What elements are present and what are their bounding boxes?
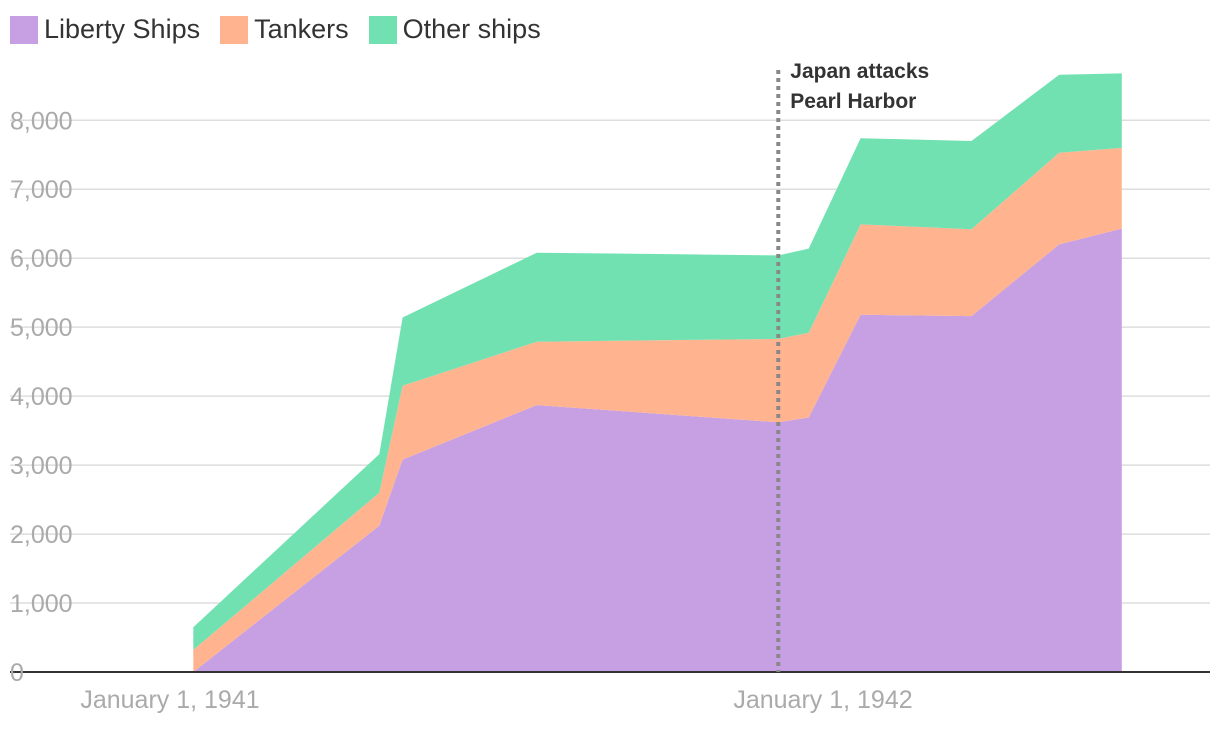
legend-label-liberty-ships: Liberty Ships <box>44 14 201 44</box>
annotation-label-line-0: Japan attacks <box>790 60 929 83</box>
y-tick-label-8000: 8,000 <box>10 107 73 135</box>
area-liberty-ships <box>193 228 1122 672</box>
chart-legend: Liberty Ships Tankers Other ships <box>10 14 561 45</box>
y-tick-label-0: 0 <box>10 659 24 687</box>
area-tankers <box>193 147 1122 672</box>
y-tick-label-3000: 3,000 <box>10 452 73 480</box>
legend-item-liberty-ships: Liberty Ships <box>10 14 200 45</box>
legend-item-tankers: Tankers <box>220 14 349 45</box>
legend-swatch-liberty-ships <box>10 15 38 44</box>
y-tick-label-4000: 4,000 <box>10 383 73 411</box>
legend-swatch-tankers <box>220 15 249 44</box>
y-tick-label-2000: 2,000 <box>10 521 73 549</box>
legend-label-tankers: Tankers <box>254 14 349 44</box>
legend-swatch-other-ships <box>368 15 397 44</box>
x-tick-label-1: January 1, 1942 <box>733 686 912 714</box>
legend-item-other-ships: Other ships <box>368 14 541 45</box>
y-tick-label-1000: 1,000 <box>10 590 73 618</box>
annotation-label-line-1: Pearl Harbor <box>790 90 916 113</box>
area-other-ships <box>193 73 1122 650</box>
y-tick-label-5000: 5,000 <box>10 314 73 342</box>
y-tick-label-7000: 7,000 <box>10 176 73 204</box>
legend-label-other-ships: Other ships <box>402 14 541 44</box>
x-tick-label-0: January 1, 1941 <box>80 686 259 714</box>
y-tick-label-6000: 6,000 <box>10 245 73 273</box>
